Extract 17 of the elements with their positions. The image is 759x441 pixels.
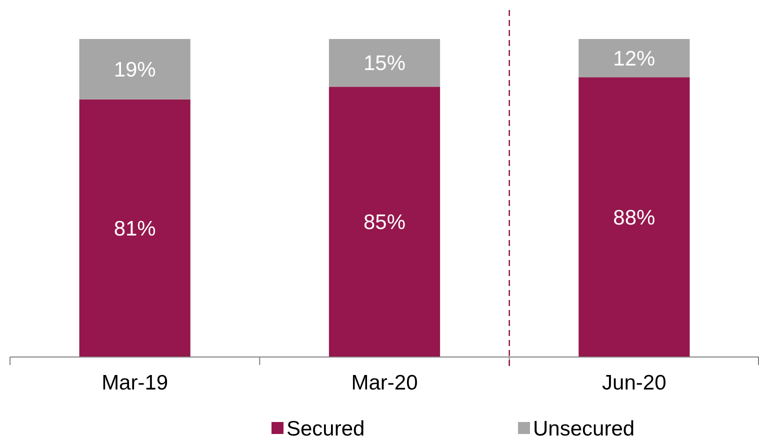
- data-label: 88%: [613, 206, 656, 230]
- bar: [578, 77, 690, 357]
- data-label: 81%: [114, 218, 156, 241]
- bar: [328, 39, 440, 87]
- x-tick-label: Mar-19: [102, 371, 168, 394]
- x-tick-label: Mar-20: [351, 371, 418, 394]
- bar: [578, 39, 690, 78]
- data-label: 15%: [363, 52, 406, 76]
- data-label: 19%: [114, 58, 156, 82]
- legend-label: Unsecured: [533, 417, 635, 440]
- data-label: 85%: [363, 211, 406, 234]
- legend-label: Secured: [286, 417, 365, 440]
- bar: [328, 86, 440, 357]
- x-tick-label: Jun-20: [602, 371, 666, 394]
- bar: [79, 39, 190, 100]
- data-label: 12%: [613, 47, 656, 70]
- bar: [79, 99, 190, 357]
